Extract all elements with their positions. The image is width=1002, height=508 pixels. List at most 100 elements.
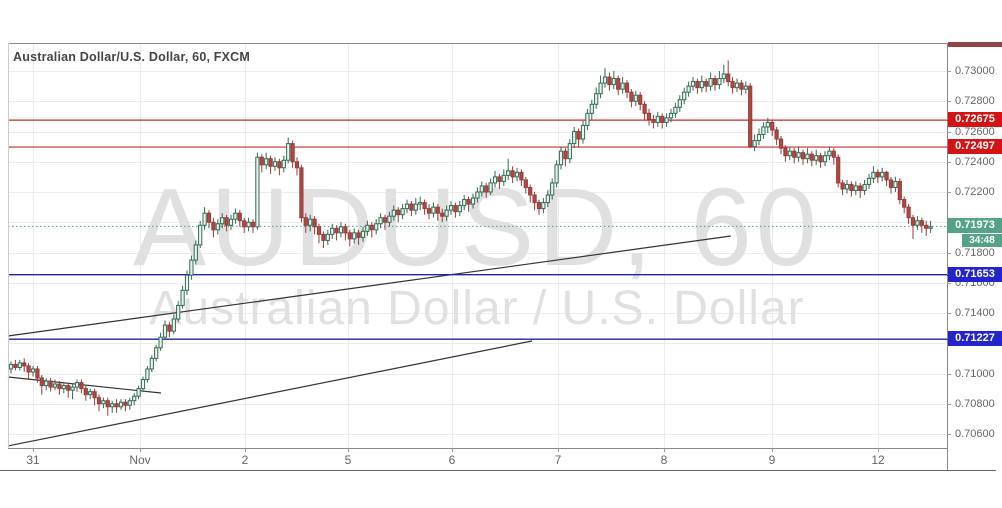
candle-up — [171, 318, 176, 332]
candle-up — [180, 289, 185, 306]
watermark-symbol: AUDUSD, 60 — [133, 166, 821, 289]
candle-up — [479, 185, 484, 193]
candle-up — [418, 202, 423, 205]
candle-up — [360, 230, 366, 238]
candle-down — [435, 206, 440, 214]
resistance-level-badge: 0.72497 — [948, 139, 1002, 154]
candle-down — [809, 153, 814, 161]
candle-down — [422, 202, 427, 210]
candle-up — [352, 232, 357, 240]
price-axis[interactable]: 0.73000 0.72800 0.72600 0.72400 0.72200 0.718… — [948, 42, 1002, 470]
candle-up — [796, 152, 801, 158]
candle-up — [228, 218, 234, 226]
candle-down — [466, 199, 471, 205]
price-axis-label: 0.71800 — [955, 247, 995, 259]
candle-up — [501, 174, 506, 182]
candle-down — [79, 382, 84, 390]
candle-down — [576, 131, 581, 140]
candle-up — [664, 117, 669, 123]
candle-up — [215, 223, 220, 231]
candle-up — [281, 159, 286, 169]
candle-down — [919, 220, 924, 226]
time-axis-label: 7 — [554, 453, 562, 467]
candle-up — [682, 91, 687, 101]
candle-down — [259, 156, 264, 166]
candle-up — [475, 191, 480, 199]
price-axis-label: 0.71000 — [955, 368, 995, 380]
candle-up — [558, 150, 564, 166]
time-axis-label: 5 — [344, 453, 352, 467]
candle-up — [668, 112, 674, 119]
candle-up — [30, 368, 36, 373]
candle-down — [224, 217, 229, 226]
candle-up — [431, 206, 436, 214]
candle-down — [347, 232, 352, 240]
candle-up — [717, 78, 722, 86]
candle-down — [92, 391, 97, 399]
trend-line[interactable] — [7, 235, 731, 337]
candle-up — [184, 274, 190, 291]
candle-down — [748, 85, 753, 148]
trend-line[interactable] — [7, 376, 162, 394]
candle-up — [470, 197, 476, 205]
candle-up — [233, 212, 238, 220]
candle-up — [246, 221, 251, 228]
candle-up — [677, 99, 682, 108]
candle-up — [220, 217, 225, 225]
price-axis-label: 0.72600 — [955, 126, 995, 138]
candle-down — [510, 170, 515, 178]
candle-up — [140, 379, 146, 390]
candle-up — [110, 403, 115, 408]
candle-down — [316, 226, 322, 235]
candle-down — [334, 227, 339, 234]
candle-up — [44, 380, 49, 387]
candle-down — [607, 76, 612, 86]
candle-down — [726, 73, 731, 83]
candle-up — [374, 223, 379, 231]
candle-down — [528, 186, 533, 196]
candle-up — [338, 226, 344, 234]
watermark-description: Australian Dollar / U.S. Dollar — [149, 282, 804, 335]
candle-down — [250, 221, 256, 228]
candle-down — [268, 158, 273, 167]
candle-down — [875, 171, 880, 178]
candle-up — [154, 347, 159, 359]
candle-up — [492, 176, 498, 184]
candle-down — [382, 217, 388, 223]
candle-down — [774, 129, 779, 140]
candle-down — [321, 233, 326, 241]
candle-down — [642, 103, 647, 114]
candle-down — [563, 150, 568, 160]
candle-down — [730, 81, 735, 89]
candle-down — [114, 403, 119, 408]
time-axis[interactable]: 31 Nov 2 5 6 7 8 9 12 — [0, 449, 947, 470]
candle-down — [453, 205, 458, 213]
candle-down — [440, 212, 445, 217]
candle-up — [145, 368, 150, 381]
candle-down — [299, 167, 304, 219]
candle-down — [167, 324, 172, 332]
candle-down — [840, 182, 845, 190]
candle-down — [536, 202, 542, 210]
candle-up — [761, 126, 766, 136]
time-axis-label: Nov — [129, 453, 151, 467]
time-axis-label: 12 — [871, 453, 885, 467]
candle-up — [488, 182, 493, 193]
candle-up — [101, 400, 106, 405]
candle-up — [514, 171, 520, 178]
candle-down — [523, 179, 528, 188]
candle-up — [866, 177, 872, 185]
trend-line[interactable] — [7, 340, 533, 447]
candle-down — [695, 81, 700, 89]
candle-down — [884, 171, 889, 181]
candle-down — [532, 194, 537, 204]
candle-up — [136, 388, 141, 397]
candle-down — [123, 401, 128, 406]
price-axis-label: 0.72800 — [955, 95, 995, 107]
candle-up — [400, 208, 405, 216]
candle-down — [211, 221, 216, 231]
candle-up — [871, 171, 876, 179]
price-axis-label: 0.70600 — [955, 428, 995, 440]
candle-up — [915, 220, 920, 226]
